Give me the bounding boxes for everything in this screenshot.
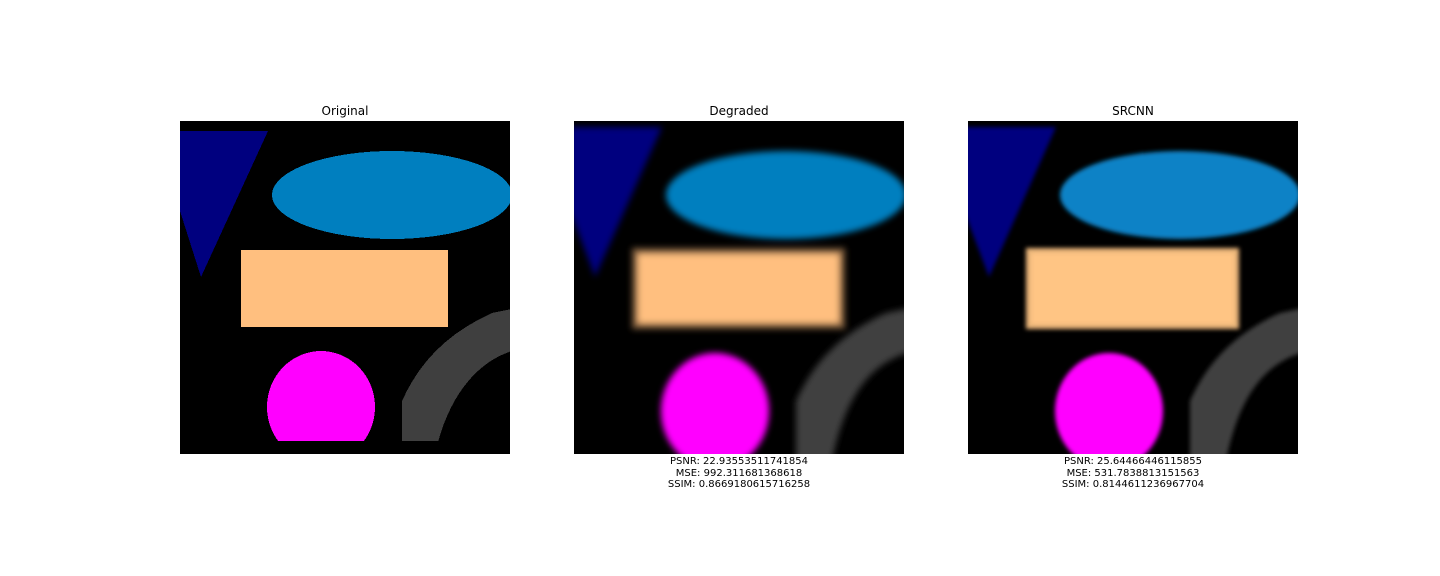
panel-srcnn: SRCNN PSNR: 25.64466446115855 MSE: 531.7…	[968, 0, 1298, 576]
ssim-value: SSIM: 0.8144611236967704	[1061, 479, 1205, 490]
triangle-shape	[968, 127, 1056, 277]
panel-title: SRCNN	[1112, 104, 1154, 118]
image-bottom-crop	[180, 441, 510, 454]
original-image	[180, 121, 510, 454]
psnr-value: PSNR: 22.93553511741854	[669, 456, 809, 467]
circle-shape	[661, 353, 769, 454]
rectangle-shape	[241, 250, 448, 327]
panel-original: Original	[180, 0, 510, 576]
rectangle-shape	[1031, 253, 1234, 324]
degraded-metrics: PSNR: 22.93553511741854 MSE: 992.3116813…	[574, 456, 904, 491]
degraded-shapes	[574, 127, 904, 454]
circle-shape	[1055, 353, 1163, 454]
ellipse-shape	[272, 151, 510, 239]
arc-shape	[1190, 309, 1298, 454]
ssim-value: SSIM: 0.8669180615716258	[667, 479, 811, 490]
psnr-value: PSNR: 25.64466446115855	[1063, 456, 1203, 467]
srcnn-metrics: PSNR: 25.64466446115855 MSE: 531.7838813…	[968, 456, 1298, 491]
panel-degraded: Degraded PSNR: 22.93553511741854 MSE: 99…	[574, 0, 904, 576]
triangle-shape	[180, 131, 268, 277]
arc-shape	[402, 309, 510, 442]
srcnn-shapes	[968, 127, 1298, 454]
panel-title: Original	[321, 104, 369, 118]
arc-shape	[796, 309, 904, 454]
triangle-shape	[574, 127, 662, 277]
circle-shape	[267, 351, 375, 454]
rectangle-shape	[638, 254, 839, 323]
ellipse-shape	[666, 151, 904, 239]
ellipse-shape	[1060, 151, 1298, 239]
mse-value: MSE: 992.311681368618	[675, 467, 803, 479]
degraded-image	[574, 121, 904, 454]
srcnn-image	[968, 121, 1298, 454]
mse-value: MSE: 531.7838813151563	[1066, 467, 1200, 479]
panel-title: Degraded	[709, 104, 769, 118]
